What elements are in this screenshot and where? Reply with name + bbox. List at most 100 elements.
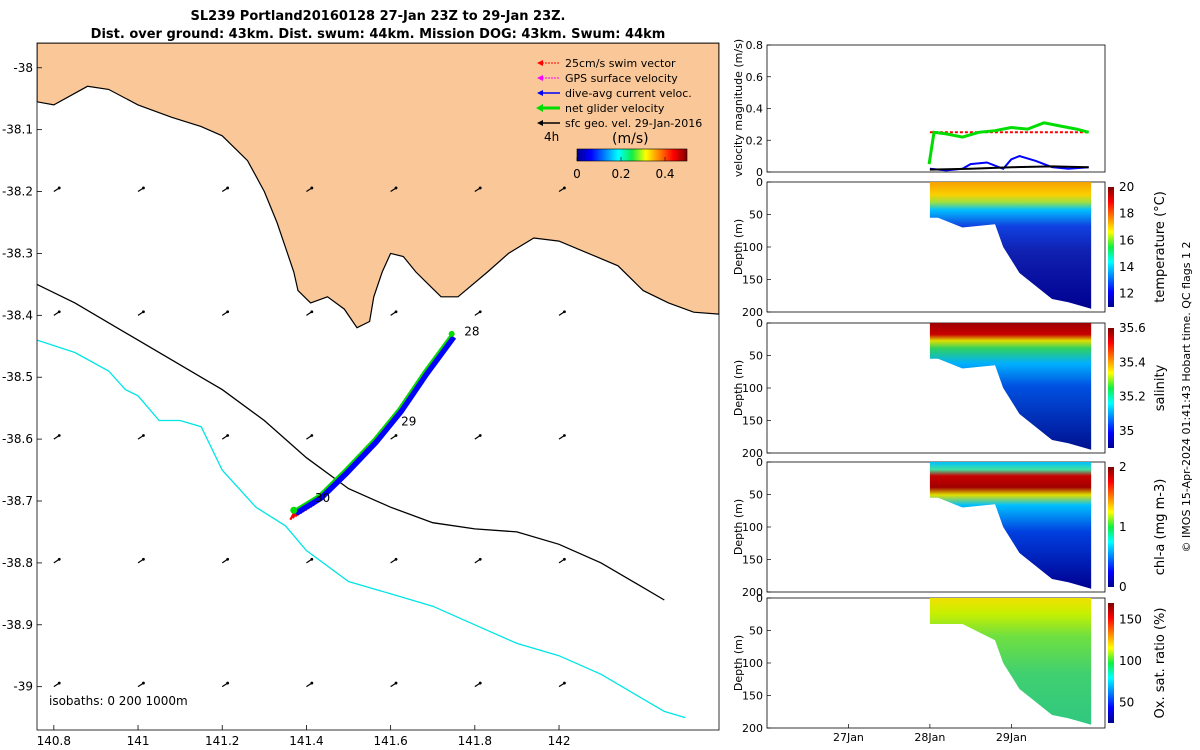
geo-vector bbox=[221, 557, 230, 564]
colorbar-tick: 18 bbox=[1119, 207, 1134, 221]
geo-vector bbox=[390, 681, 398, 688]
geo-vector bbox=[137, 186, 145, 193]
geo-vector bbox=[390, 186, 398, 193]
map-title-line1: SL239 Portland20160128 27-Jan 23Z to 29-… bbox=[191, 9, 566, 24]
net-glider-velocity bbox=[293, 333, 453, 512]
map-title-line2: Dist. over ground: 43km. Dist. swum: 44k… bbox=[91, 27, 666, 42]
depth-tick: 50 bbox=[749, 350, 763, 363]
legend-dive: dive-avg current veloc. bbox=[537, 87, 692, 100]
isobath-200m bbox=[37, 283, 665, 601]
time-step-label: 4h bbox=[544, 130, 559, 144]
day-label: 29 bbox=[401, 414, 416, 428]
section-salinity: 0 50 100 150 200 Depth (m) 35 35.2 35.4 35.6 salin… bbox=[732, 317, 1168, 460]
velocity-ylabel: velocity magnitude (m/s) bbox=[732, 39, 745, 177]
colorbar-title: (m/s) bbox=[612, 131, 649, 147]
date-tick: 27Jan bbox=[833, 731, 864, 744]
geo-vector bbox=[558, 434, 566, 440]
geo-vector bbox=[137, 434, 145, 440]
map-frame bbox=[36, 42, 720, 731]
map-y-tick-label: -38.1 bbox=[2, 123, 33, 137]
section-ylabel: Depth (m) bbox=[732, 219, 745, 275]
section-colorbar bbox=[1108, 187, 1114, 307]
geo-vector bbox=[558, 681, 566, 688]
section-data bbox=[929, 598, 1092, 725]
geo-vector bbox=[53, 557, 61, 564]
map-x-tick-label: 142 bbox=[548, 734, 571, 748]
section-colorbar bbox=[1108, 328, 1114, 448]
map-y-tick-label: -38.5 bbox=[2, 370, 33, 384]
legend-gps-arrow-icon bbox=[537, 75, 543, 81]
geo-vector bbox=[390, 310, 398, 316]
depth-tick: 0 bbox=[756, 592, 763, 605]
geo-vector bbox=[390, 557, 398, 564]
depth-tick: 150 bbox=[742, 415, 763, 428]
geo-vector bbox=[53, 310, 61, 316]
depth-tick: 100 bbox=[742, 382, 763, 395]
depth-tick: 150 bbox=[742, 274, 763, 287]
map-x-tick-label: 140.8 bbox=[37, 734, 71, 748]
map-y-tick-label: -38.3 bbox=[2, 246, 33, 260]
geo-vector bbox=[306, 434, 314, 440]
geo-vector bbox=[221, 681, 230, 688]
velocity-y-tick: 0.4 bbox=[746, 103, 764, 116]
map-x-tick-label: 141.4 bbox=[289, 734, 323, 748]
depth-tick: 0 bbox=[756, 456, 763, 469]
legend-net: net glider velocity bbox=[536, 102, 665, 115]
credit-text: © IMOS 15-Apr-2024 01:41:43 Hobart time.… bbox=[1180, 242, 1193, 553]
map-x-tick-label: 141.8 bbox=[458, 734, 492, 748]
legend-gps-label: GPS surface velocity bbox=[565, 72, 678, 85]
section-colorbar bbox=[1108, 603, 1114, 723]
section-ylabel: Depth (m) bbox=[732, 635, 745, 691]
map-y-tick-label: -38.2 bbox=[2, 185, 33, 199]
section-colorbar bbox=[1108, 467, 1114, 587]
geo-vector bbox=[558, 186, 566, 193]
geostrophic-vectors bbox=[53, 186, 566, 688]
legend-geo-label: sfc geo. vel. 29-Jan-2016 bbox=[565, 117, 702, 130]
map-x-tick-label: 141.6 bbox=[373, 734, 407, 748]
geo-vector bbox=[53, 434, 61, 440]
map-y-tick-label: -38.8 bbox=[2, 556, 33, 570]
track-start-marker bbox=[448, 330, 455, 337]
velocity-y-tick: 0.8 bbox=[746, 39, 764, 52]
legend-dive-arrow-icon bbox=[537, 90, 543, 96]
date-tick: 29Jan bbox=[996, 731, 1027, 744]
colorbar-tick: 35.6 bbox=[1119, 321, 1146, 335]
map-y-tick-label: -38.9 bbox=[2, 618, 33, 632]
map-x-tick-label: 141.2 bbox=[205, 734, 239, 748]
geo-vector bbox=[137, 681, 145, 688]
speed-colorbar-tick: 0.2 bbox=[611, 167, 630, 181]
day-label: 28 bbox=[464, 325, 479, 339]
colorbar-label: temperature (°C) bbox=[1153, 191, 1168, 303]
legend-gps: GPS surface velocity bbox=[537, 72, 678, 85]
geo-vector bbox=[558, 310, 566, 316]
geo-vector bbox=[137, 310, 145, 316]
velocity-y-tick: 0 bbox=[756, 166, 763, 179]
geo-vector bbox=[474, 557, 482, 564]
map-y-tick-label: -38.6 bbox=[2, 432, 33, 446]
geo-vector bbox=[137, 557, 145, 564]
legend-dive-label: dive-avg current veloc. bbox=[565, 87, 692, 100]
geo-vector bbox=[558, 557, 566, 564]
geo-vector bbox=[474, 186, 482, 193]
map-legend: 25cm/s swim vector GPS surface velocity … bbox=[536, 57, 702, 181]
geo-vector bbox=[221, 186, 230, 193]
geo-vector bbox=[306, 681, 314, 688]
section-ylabel: Depth (m) bbox=[732, 360, 745, 416]
geo-vector bbox=[221, 310, 230, 316]
velocity-y-tick: 0.2 bbox=[746, 134, 764, 147]
legend-net-arrow-icon bbox=[536, 104, 543, 112]
velocity-y-tick: 0.6 bbox=[746, 71, 764, 84]
depth-tick: 50 bbox=[749, 625, 763, 638]
isobaths-label: isobaths: 0 200 1000m bbox=[49, 694, 188, 708]
colorbar-tick: 0 bbox=[1119, 580, 1127, 594]
geo-vector bbox=[306, 186, 314, 193]
depth-tick: 0 bbox=[756, 176, 763, 189]
depth-tick: 100 bbox=[742, 521, 763, 534]
colorbar-tick: 35.4 bbox=[1119, 355, 1146, 369]
depth-tick: 50 bbox=[749, 489, 763, 502]
geo-vector bbox=[53, 186, 61, 193]
legend-net-label: net glider velocity bbox=[565, 102, 665, 115]
geo-vector bbox=[474, 310, 482, 316]
